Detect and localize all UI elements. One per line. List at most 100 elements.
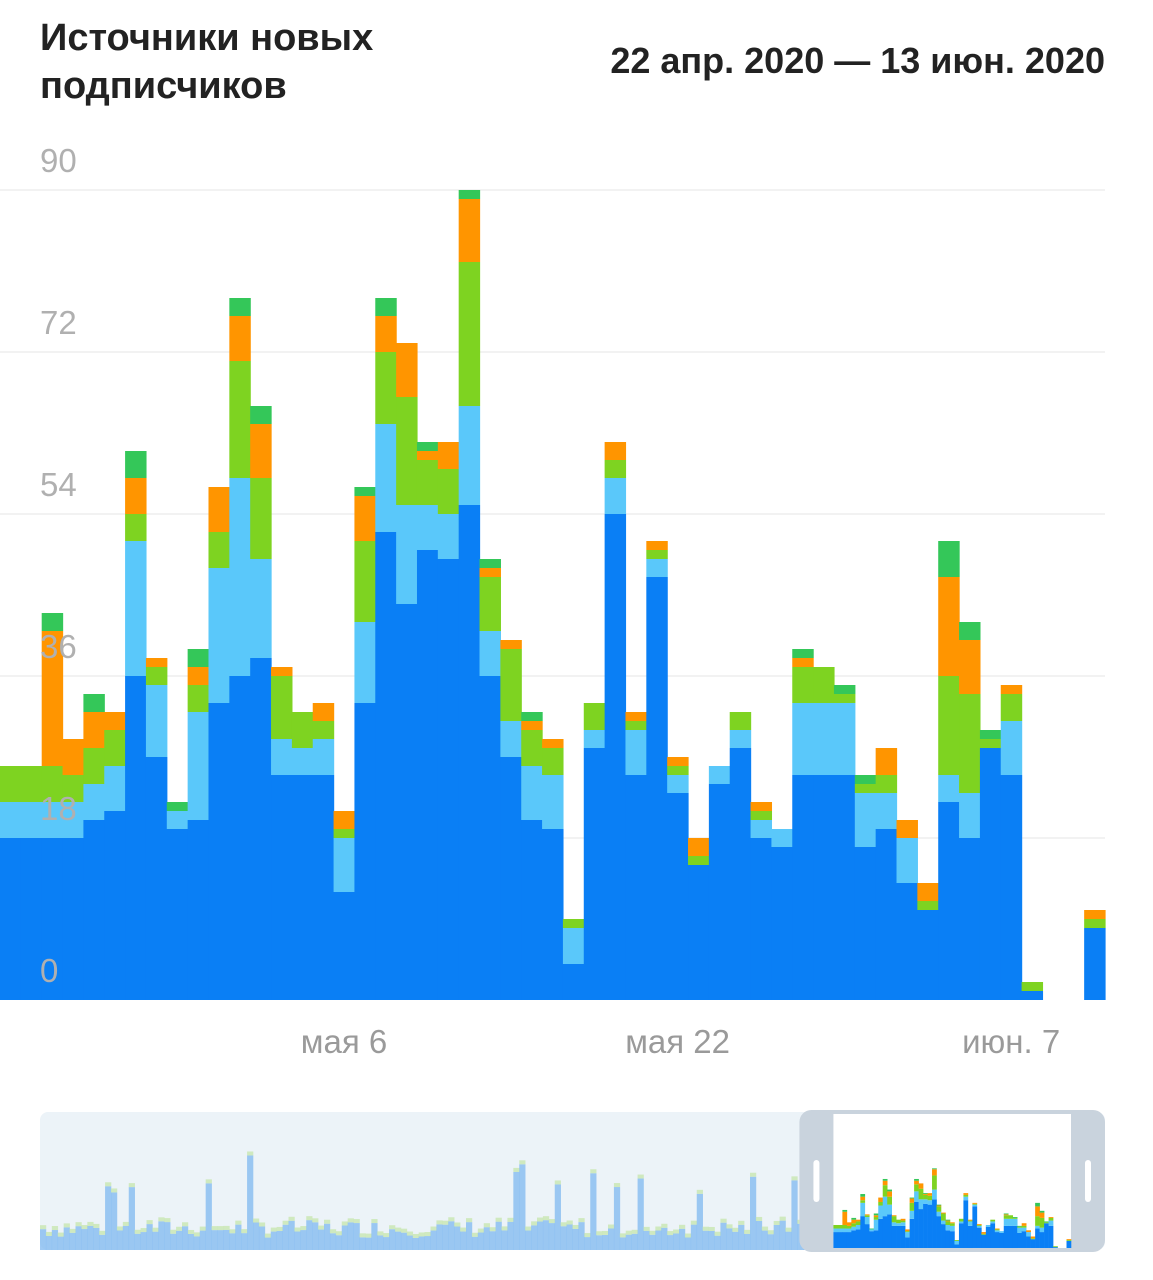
bar-segment[interactable] — [917, 883, 939, 901]
bar-segment[interactable] — [667, 793, 689, 1000]
bar-segment[interactable] — [187, 685, 210, 712]
bar-segment[interactable] — [41, 613, 64, 631]
bar-segment[interactable] — [792, 658, 814, 667]
bar-segment[interactable] — [375, 352, 397, 424]
bar-segment[interactable] — [792, 667, 814, 703]
bar-segment[interactable] — [646, 550, 668, 559]
bar-segment[interactable] — [396, 505, 418, 604]
bar-segment[interactable] — [375, 316, 397, 352]
bar-segment[interactable] — [708, 766, 731, 784]
bar-segment[interactable] — [479, 577, 501, 631]
bar-segment[interactable] — [833, 694, 856, 703]
bar-segment[interactable] — [375, 424, 397, 532]
bar-segment[interactable] — [688, 856, 710, 865]
bar-segment[interactable] — [750, 811, 773, 820]
bar-segment[interactable] — [187, 820, 210, 1000]
navigator-left-handle[interactable] — [813, 1160, 820, 1202]
bar-segment[interactable] — [271, 667, 293, 676]
bar-segment[interactable] — [875, 829, 898, 1000]
bar-segment[interactable] — [104, 811, 126, 1000]
bar-segment[interactable] — [896, 820, 918, 838]
bar-segment[interactable] — [354, 487, 376, 496]
bar-segment[interactable] — [208, 487, 230, 532]
bar-segment[interactable] — [166, 811, 189, 829]
bar-segment[interactable] — [875, 793, 898, 829]
bar-segment[interactable] — [229, 478, 251, 676]
bar-segment[interactable] — [813, 775, 835, 1000]
bar-segment[interactable] — [938, 577, 960, 676]
bar-segment[interactable] — [396, 397, 418, 505]
bar-segment[interactable] — [125, 541, 147, 676]
bar-segment[interactable] — [917, 901, 939, 910]
bar-segment[interactable] — [854, 847, 877, 1000]
bar-segment[interactable] — [521, 712, 543, 721]
bar-segment[interactable] — [0, 802, 22, 838]
bar-segment[interactable] — [312, 721, 335, 739]
bar-segment[interactable] — [562, 919, 585, 928]
bar-segment[interactable] — [729, 748, 752, 1000]
bar-segment[interactable] — [959, 793, 981, 838]
bar-segment[interactable] — [938, 676, 960, 775]
bar-segment[interactable] — [521, 721, 543, 730]
bar-segment[interactable] — [771, 829, 793, 847]
bar-segment[interactable] — [750, 820, 773, 838]
bar-segment[interactable] — [583, 730, 606, 748]
bar-segment[interactable] — [854, 793, 877, 847]
bar-segment[interactable] — [104, 730, 126, 766]
bar-segment[interactable] — [291, 712, 314, 748]
bar-segment[interactable] — [646, 541, 668, 550]
bar-segment[interactable] — [896, 838, 918, 883]
bar-segment[interactable] — [83, 784, 105, 820]
range-navigator[interactable] — [40, 1110, 1105, 1252]
bar-segment[interactable] — [750, 802, 773, 811]
bar-segment[interactable] — [959, 622, 981, 640]
bar-segment[interactable] — [312, 703, 335, 721]
bar-segment[interactable] — [104, 712, 126, 730]
bar-segment[interactable] — [896, 883, 918, 1000]
bar-segment[interactable] — [500, 649, 522, 721]
bar-segment[interactable] — [83, 712, 105, 748]
bar-segment[interactable] — [959, 694, 981, 793]
bar-segment[interactable] — [20, 838, 43, 1000]
bar-segment[interactable] — [479, 568, 501, 577]
bar-segment[interactable] — [833, 775, 856, 1000]
bar-segment[interactable] — [437, 442, 460, 469]
bar-segment[interactable] — [208, 703, 230, 1000]
bar-segment[interactable] — [979, 748, 1002, 1000]
bar-segment[interactable] — [271, 775, 293, 1000]
bar-segment[interactable] — [979, 730, 1002, 739]
bar-segment[interactable] — [833, 685, 856, 694]
bar-segment[interactable] — [646, 559, 668, 577]
bar-segment[interactable] — [875, 748, 898, 775]
bar-segment[interactable] — [229, 316, 251, 361]
bar-segment[interactable] — [583, 703, 606, 730]
bar-segment[interactable] — [375, 532, 397, 1000]
bar-segment[interactable] — [312, 775, 335, 1000]
bar-segment[interactable] — [1084, 919, 1106, 928]
bar-segment[interactable] — [375, 298, 397, 316]
bar-segment[interactable] — [250, 424, 272, 478]
bar-segment[interactable] — [729, 712, 752, 730]
bar-segment[interactable] — [271, 676, 293, 739]
bar-segment[interactable] — [1000, 685, 1023, 694]
bar-segment[interactable] — [500, 640, 522, 649]
bar-segment[interactable] — [333, 838, 356, 892]
bar-segment[interactable] — [291, 775, 314, 1000]
bar-segment[interactable] — [41, 631, 64, 766]
bar-segment[interactable] — [416, 460, 439, 505]
bar-segment[interactable] — [333, 892, 356, 1000]
bar-segment[interactable] — [1000, 694, 1023, 721]
bar-segment[interactable] — [0, 766, 22, 802]
bar-segment[interactable] — [959, 640, 981, 694]
bar-segment[interactable] — [917, 910, 939, 1000]
bar-segment[interactable] — [41, 802, 64, 838]
bar-segment[interactable] — [145, 658, 168, 667]
bar-segment[interactable] — [604, 460, 627, 478]
bar-segment[interactable] — [333, 811, 356, 829]
bar-segment[interactable] — [354, 541, 376, 622]
bar-segment[interactable] — [854, 784, 877, 793]
bar-segment[interactable] — [187, 667, 210, 685]
bar-segment[interactable] — [521, 766, 543, 820]
bar-segment[interactable] — [416, 451, 439, 460]
